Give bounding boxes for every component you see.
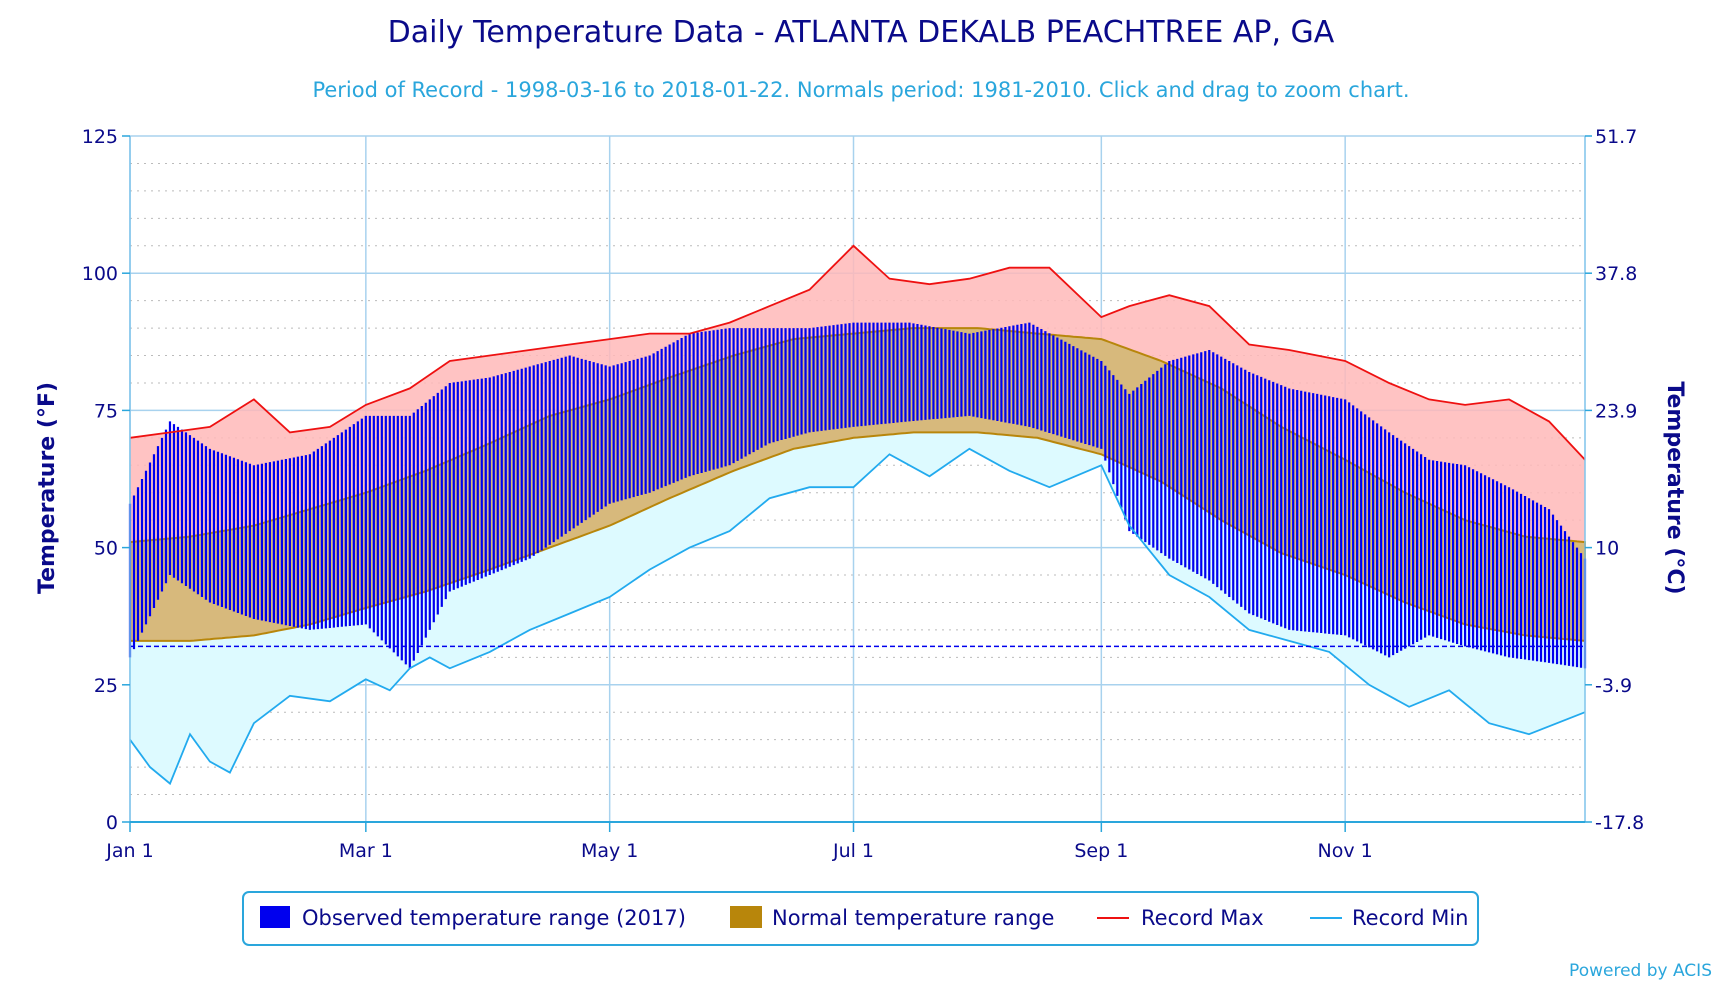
y-tick-label-right: -3.9 [1595,675,1632,697]
x-axis-ticks: Jan 1 Mar 1 May 1 Jul 1 Sep 1 Nov 1 [105,822,1373,862]
x-tick-label: Nov 1 [1318,840,1373,862]
observed-bars [128,322,1587,669]
legend-normal-label[interactable]: Normal temperature range [772,906,1054,930]
y-tick-label-left: 100 [82,263,118,285]
y-tick-label-right: 23.9 [1595,400,1637,422]
y-tick-label-left: 25 [94,675,118,697]
y-axis-right-title: Temperature (°C) [1662,381,1687,594]
legend-normal-swatch [730,906,762,928]
record-max-line [129,244,1586,461]
y-axis-right-ticks: -17.8 -3.9 10 23.9 37.8 51.7 [1585,126,1644,834]
y-tick-label-left: 0 [106,812,118,834]
record-min-line [129,447,1586,786]
acis-credit[interactable]: Powered by ACIS [1569,961,1712,981]
legend-observed-label[interactable]: Observed temperature range (2017) [302,906,686,930]
x-tick-label: Mar 1 [339,840,393,862]
x-tick-label: May 1 [581,840,638,862]
record-max-fill [130,245,1585,543]
y-tick-label-right: -17.8 [1595,812,1644,834]
legend-record-max-label[interactable]: Record Max [1141,906,1264,930]
y-axis-left-ticks: 0 25 50 75 100 125 [82,126,130,834]
chart-legend[interactable]: Observed temperature range (2017) Normal… [242,891,1479,946]
y-tick-label-left: 125 [82,126,118,148]
y-tick-label-right: 51.7 [1595,126,1637,148]
chart-title: Daily Temperature Data - ATLANTA DEKALB … [388,15,1335,50]
x-tick-label: Jan 1 [105,840,153,862]
y-tick-label-left: 75 [94,400,118,422]
legend-box [242,891,1479,946]
x-tick-label: Jul 1 [832,840,874,862]
y-tick-label-left: 50 [94,538,118,560]
y-tick-label-right: 37.8 [1595,263,1637,285]
legend-observed-swatch [260,906,290,928]
plot-axes [129,136,1586,823]
x-tick-label: Sep 1 [1074,840,1128,862]
legend-record-min-label[interactable]: Record Min [1352,906,1469,930]
y-axis-left-title: Temperature (°F) [35,382,60,594]
y-tick-label-right: 10 [1595,538,1619,560]
chart-subtitle: Period of Record - 1998-03-16 to 2018-01… [312,78,1409,102]
